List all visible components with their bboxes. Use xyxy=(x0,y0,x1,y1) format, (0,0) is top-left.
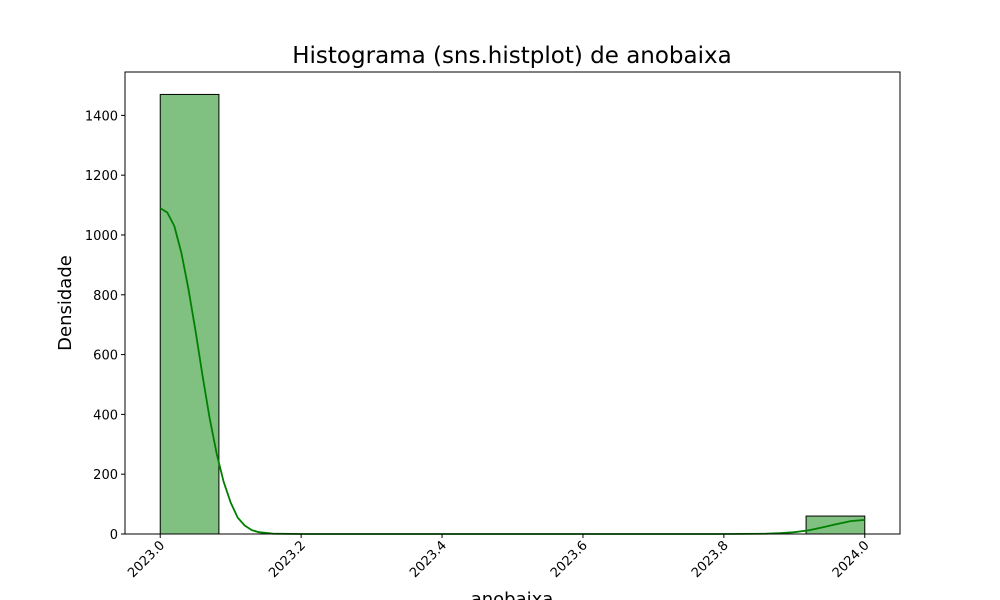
y-tick-label: 400 xyxy=(93,408,118,423)
x-tick-label: 2023.0 xyxy=(125,538,168,581)
y-axis-label: Densidade xyxy=(55,255,76,351)
x-axis: 2023.0 2023.2 2023.4 2023.6 2023.8 2024.0 xyxy=(125,534,873,581)
y-axis: 0 200 400 600 800 1000 1200 1400 xyxy=(85,109,125,543)
x-tick-label: 2023.4 xyxy=(407,538,450,581)
histogram-bar-0 xyxy=(159,93,220,535)
y-tick-label: 1000 xyxy=(85,229,118,244)
chart-title: Histograma (sns.histplot) de anobaixa xyxy=(292,43,731,69)
y-tick-label: 800 xyxy=(93,289,118,304)
y-tick-label: 1200 xyxy=(85,169,118,184)
x-axis-label: anobaixa xyxy=(471,589,554,600)
y-tick-label: 0 xyxy=(110,528,118,543)
bars-layer xyxy=(159,93,866,535)
x-tick-label: 2023.8 xyxy=(689,538,732,581)
x-tick-label: 2024.0 xyxy=(830,538,873,581)
plot-area-frame xyxy=(124,71,901,535)
y-tick-label: 200 xyxy=(93,468,118,483)
y-tick-label: 600 xyxy=(93,349,118,364)
kde-curve xyxy=(159,207,865,535)
x-tick-label: 2023.6 xyxy=(548,538,591,581)
kde-layer xyxy=(159,207,865,535)
y-tick-label: 1400 xyxy=(85,109,118,124)
x-tick-label: 2023.2 xyxy=(266,538,309,581)
